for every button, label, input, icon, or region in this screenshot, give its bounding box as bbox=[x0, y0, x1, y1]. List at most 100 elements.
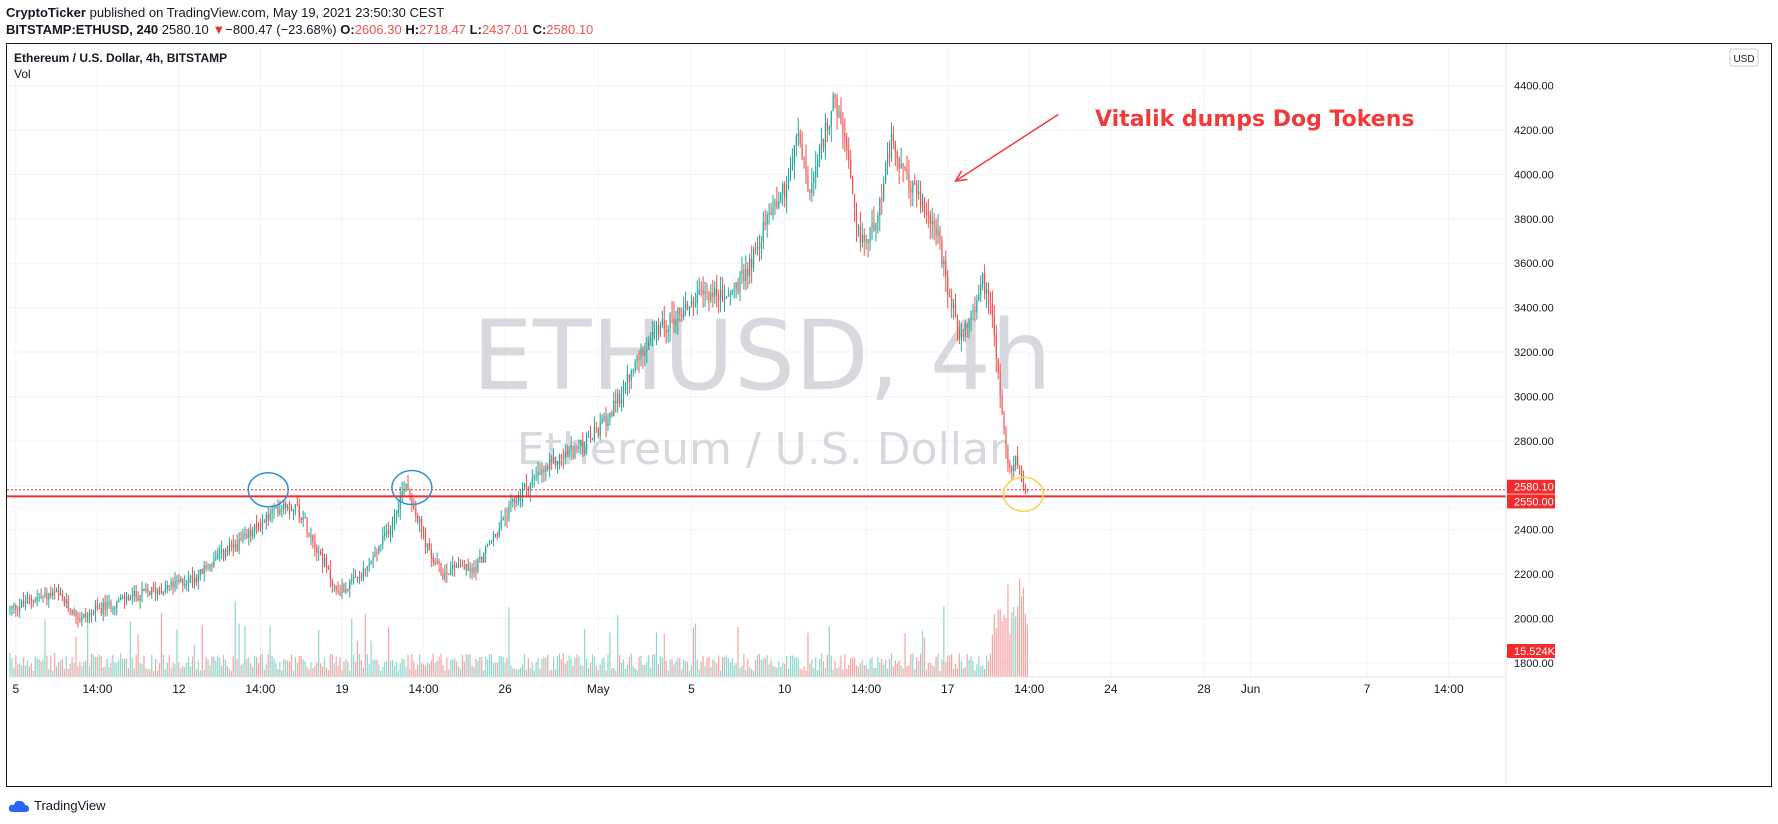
price-chart[interactable]: ETHUSD, 4h Ethereum / U.S. Dollar Vitali… bbox=[7, 44, 1771, 786]
candle bbox=[215, 557, 217, 560]
candle bbox=[818, 147, 821, 159]
candle bbox=[512, 499, 514, 502]
candle bbox=[752, 249, 755, 268]
volume-bar bbox=[838, 666, 840, 677]
author-name[interactable]: CryptoTicker bbox=[6, 5, 86, 20]
volume-bar bbox=[199, 670, 201, 677]
volume-bar bbox=[723, 657, 726, 677]
candle bbox=[1024, 487, 1026, 489]
volume-bar bbox=[617, 615, 619, 677]
volume-bar bbox=[471, 665, 473, 677]
volume-bar bbox=[164, 669, 166, 677]
candle bbox=[290, 509, 293, 511]
candle bbox=[349, 580, 351, 590]
volume-bar bbox=[36, 658, 38, 677]
candle bbox=[114, 608, 116, 610]
candle bbox=[327, 566, 330, 569]
candle bbox=[323, 557, 326, 565]
candle bbox=[304, 517, 306, 519]
volume-bar bbox=[329, 654, 331, 677]
candle bbox=[514, 499, 516, 503]
support-level-badge-bg bbox=[1507, 494, 1555, 509]
volume-bar bbox=[149, 669, 151, 677]
time-tick-label: 14:00 bbox=[1014, 682, 1044, 696]
volume-bar bbox=[815, 657, 817, 677]
volume-bar bbox=[869, 659, 871, 677]
volume-bar bbox=[556, 656, 559, 677]
candle bbox=[197, 575, 199, 583]
candle bbox=[488, 543, 491, 545]
volume-bar bbox=[42, 659, 44, 677]
volume-bar bbox=[879, 662, 881, 677]
volume-bar bbox=[432, 653, 434, 677]
volume-bar bbox=[960, 660, 962, 677]
candle bbox=[964, 323, 966, 337]
volume-bar bbox=[985, 655, 988, 677]
horizontal-levels[interactable] bbox=[7, 489, 1506, 498]
volume-bar bbox=[463, 661, 465, 677]
candle bbox=[147, 588, 149, 592]
volume-bar bbox=[896, 663, 898, 677]
candle bbox=[918, 192, 920, 194]
candle bbox=[481, 556, 483, 563]
candle bbox=[417, 515, 419, 523]
candle bbox=[479, 556, 481, 560]
highlight-circles[interactable] bbox=[247, 469, 1045, 512]
candle bbox=[335, 585, 337, 590]
volume-bar bbox=[494, 662, 496, 677]
volume-bar bbox=[1026, 624, 1028, 677]
volume-bar bbox=[125, 658, 128, 677]
volume-bar bbox=[1003, 615, 1005, 677]
volume-bar bbox=[100, 656, 102, 677]
volume-bar bbox=[714, 660, 716, 677]
candle bbox=[487, 544, 489, 548]
volume-bar bbox=[131, 658, 133, 677]
candle bbox=[727, 295, 729, 297]
volume-bar bbox=[966, 654, 968, 677]
close-label: C: bbox=[532, 22, 547, 37]
volume-bar bbox=[747, 658, 749, 677]
volume-bar bbox=[861, 659, 863, 677]
volume-bar bbox=[475, 658, 477, 677]
candle bbox=[85, 613, 87, 618]
volume-bar bbox=[927, 662, 929, 677]
annotation-arrow-head bbox=[954, 170, 968, 182]
volume-bar bbox=[391, 659, 394, 677]
volume-bar bbox=[708, 656, 710, 677]
candle bbox=[32, 600, 34, 602]
volume-bar bbox=[995, 627, 997, 677]
volume-bar bbox=[733, 665, 735, 677]
candle bbox=[24, 603, 27, 605]
volume-bar bbox=[991, 634, 993, 677]
annotation[interactable]: Vitalik dumps Dog Tokens bbox=[954, 107, 1415, 182]
volume-bar bbox=[428, 663, 430, 677]
candle bbox=[426, 543, 429, 548]
volume-bar bbox=[1017, 606, 1019, 677]
volume-bar bbox=[384, 661, 386, 677]
volume-bar bbox=[22, 657, 25, 677]
volume-bar bbox=[826, 654, 828, 677]
volume-bar bbox=[692, 627, 695, 677]
footer[interactable]: TradingView bbox=[8, 798, 106, 813]
volume-bar bbox=[1022, 587, 1025, 677]
volume-bar bbox=[506, 657, 508, 677]
volume-bar bbox=[675, 660, 677, 677]
blue-highlight-circle bbox=[391, 469, 433, 506]
candles bbox=[9, 91, 1028, 628]
candle bbox=[560, 454, 562, 459]
candle bbox=[830, 111, 832, 127]
volume-bar bbox=[686, 661, 689, 677]
volume-bar bbox=[671, 658, 673, 677]
candle bbox=[859, 226, 861, 243]
candle bbox=[325, 557, 328, 567]
currency-button[interactable]: USD bbox=[1729, 48, 1759, 67]
yellow-highlight-circle bbox=[1002, 476, 1045, 512]
candle bbox=[380, 544, 382, 547]
candle bbox=[413, 505, 415, 509]
volume-bar bbox=[108, 666, 110, 677]
volume-bar bbox=[461, 654, 463, 677]
volume-bar bbox=[925, 669, 927, 677]
candle bbox=[160, 591, 163, 594]
time-tick-label: 24 bbox=[1104, 682, 1118, 696]
candle bbox=[411, 494, 413, 506]
